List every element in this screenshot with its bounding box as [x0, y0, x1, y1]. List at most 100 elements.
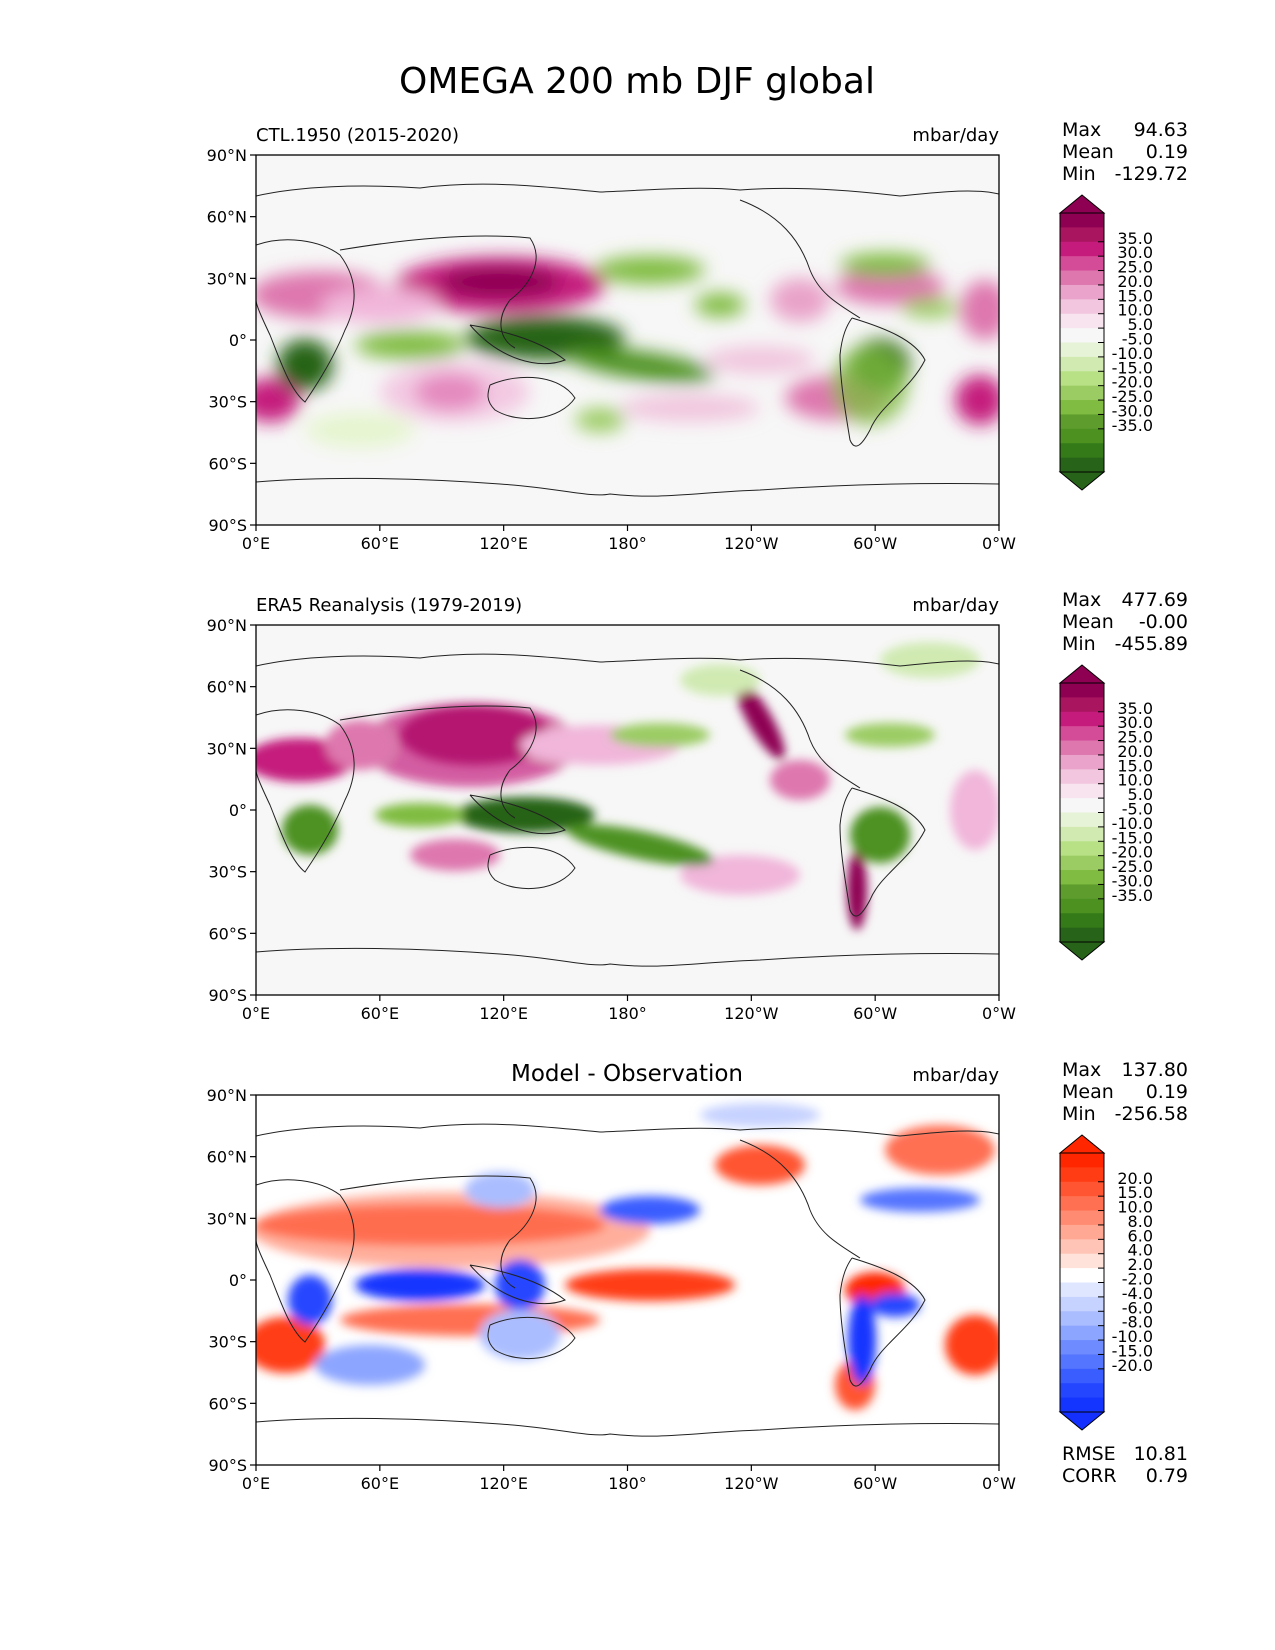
colorbar-swatch	[1060, 284, 1104, 300]
colorbar-swatch	[1060, 213, 1104, 228]
colorbar-label: 10.0	[1117, 301, 1153, 320]
y-tick-label: 90°S	[208, 986, 247, 1005]
p1-mexico-subsidence	[770, 278, 830, 322]
stat-min-label: Min	[1062, 163, 1096, 185]
colorbar-swatch	[1060, 884, 1104, 900]
colorbar-swatch	[1060, 1239, 1104, 1255]
panel-2-xticks: 0°E 60°E 120°E 180° 120°W 60°W 0°W	[242, 995, 1016, 1023]
colorbar-swatch	[1060, 1196, 1104, 1212]
colorbar-swatch	[1060, 414, 1104, 430]
panel-2-coastlines	[256, 653, 999, 967]
y-tick-label: 90°N	[207, 616, 247, 635]
colorbar-swatch	[1060, 1311, 1104, 1327]
colorbar-swatch	[1060, 241, 1104, 257]
panel-1-stats: Max 94.63 Mean 0.19 Min -129.72	[1062, 119, 1188, 185]
y-tick-label: 30°S	[208, 863, 247, 882]
panel-2-colorbar: 35.030.025.020.015.010.05.0-5.0-10.0-15.…	[1058, 664, 1153, 961]
p3-safrica-negative	[288, 1275, 332, 1325]
colorbar-label: -15.0	[1112, 358, 1153, 377]
colorbar-label: 15.0	[1117, 756, 1153, 775]
p3-samerica-negative	[848, 1295, 876, 1385]
panel-3-stats: Max 137.80 Mean 0.19 Min -256.58	[1062, 1059, 1188, 1125]
y-tick-label: 0°	[229, 801, 247, 820]
colorbar-swatch	[1060, 1181, 1104, 1197]
colorbar-label: -20.0	[1112, 373, 1153, 392]
p1-natl-ascent	[840, 253, 930, 277]
colorbar-swatch	[1060, 1354, 1104, 1370]
colorbar-swatch	[1060, 371, 1104, 387]
y-tick-label: 30°S	[208, 1333, 247, 1352]
colorbar-extend-min	[1058, 941, 1106, 961]
colorbar-label: 5.0	[1128, 315, 1153, 334]
p2-amazon-ascent	[850, 807, 910, 863]
colorbar-label: 30.0	[1117, 713, 1153, 732]
p2-rockies-subsidence	[735, 680, 785, 760]
colorbar-swatch	[1060, 356, 1104, 372]
colorbar-label: 4.0	[1128, 1241, 1153, 1260]
colorbar-swatch	[1060, 1368, 1104, 1384]
colorbar-swatch	[1060, 270, 1104, 286]
colorbar-swatch	[1060, 1167, 1104, 1183]
colorbar-swatch	[1060, 898, 1104, 914]
p1-samerica-halo	[832, 345, 908, 425]
p1-spac-ascent	[575, 408, 625, 432]
colorbar-extend-max	[1058, 1134, 1106, 1154]
x-tick-label: 60°E	[361, 534, 399, 553]
p3-arctic-negative	[700, 1103, 820, 1127]
colorbar-swatch	[1060, 1397, 1104, 1413]
p3-natl-positive	[885, 1125, 995, 1175]
y-tick-label: 60°N	[207, 208, 247, 227]
stat-max-value: 477.69	[1122, 589, 1188, 611]
colorbar-label: -6.0	[1122, 1298, 1153, 1317]
colorbar-label: -5.0	[1122, 800, 1153, 819]
stat-max-value: 94.63	[1134, 119, 1188, 141]
p2-alaska-ascent	[680, 664, 760, 696]
p1-catl-ascent	[902, 298, 958, 318]
p2-safrica-ascent	[282, 805, 338, 855]
p2-sio-subsidence	[410, 839, 500, 871]
colorbar-label: 8.0	[1128, 1212, 1153, 1231]
colorbar-label: -10.0	[1112, 1327, 1153, 1346]
colorbar-label: 35.0	[1117, 699, 1153, 718]
colorbar-label: 25.0	[1117, 728, 1153, 747]
panel-2-title: ERA5 Reanalysis (1979-2019)	[256, 595, 522, 616]
stat-corr-label: CORR	[1062, 1465, 1117, 1487]
x-tick-label: 120°E	[479, 534, 528, 553]
y-tick-label: 60°S	[208, 454, 247, 473]
colorbar-label: -15.0	[1112, 828, 1153, 847]
colorbar-swatch	[1060, 769, 1104, 785]
panel-2-units: mbar/day	[912, 595, 999, 616]
colorbar-swatch	[1060, 855, 1104, 871]
x-tick-label: 60°W	[853, 534, 897, 553]
p2-spcz-ascent	[566, 824, 714, 866]
colorbar-label: -35.0	[1112, 886, 1153, 905]
x-tick-label: 60°W	[853, 1004, 897, 1023]
colorbar-swatch	[1060, 711, 1104, 727]
colorbar-label: -2.0	[1122, 1270, 1153, 1289]
stat-min-value: -455.89	[1115, 633, 1188, 655]
stat-mean-value: 0.19	[1146, 141, 1188, 163]
y-tick-label: 60°S	[208, 924, 247, 943]
stat-min-label: Min	[1062, 633, 1096, 655]
colorbar-swatch	[1060, 1210, 1104, 1226]
panel-1-colorbar: 35.030.025.020.015.010.05.0-5.0-10.0-15.…	[1058, 194, 1153, 491]
colorbar-label: 15.0	[1117, 286, 1153, 305]
colorbar-label: 10.0	[1117, 1198, 1153, 1217]
p2-satl-subsidence	[950, 770, 999, 850]
p1-npac2-ascent	[695, 293, 745, 317]
colorbar-label: -15.0	[1112, 1341, 1153, 1360]
y-tick-label: 90°N	[207, 1086, 247, 1105]
colorbar-label: 10.0	[1117, 771, 1153, 790]
panel-1-map	[256, 155, 999, 525]
p3-eatl-positive	[945, 1315, 999, 1375]
y-tick-label: 30°N	[207, 1209, 247, 1228]
x-tick-label: 60°E	[361, 1474, 399, 1493]
p2-indian-ascent	[375, 803, 465, 827]
colorbar-swatch	[1060, 841, 1104, 857]
x-tick-label: 180°	[608, 1474, 647, 1493]
stat-min-value: -129.72	[1115, 163, 1188, 185]
p1-indian-ascent	[355, 331, 465, 359]
x-tick-label: 120°W	[724, 534, 779, 553]
p3-sh-band-positive	[340, 1304, 600, 1336]
colorbar-swatch	[1060, 328, 1104, 343]
